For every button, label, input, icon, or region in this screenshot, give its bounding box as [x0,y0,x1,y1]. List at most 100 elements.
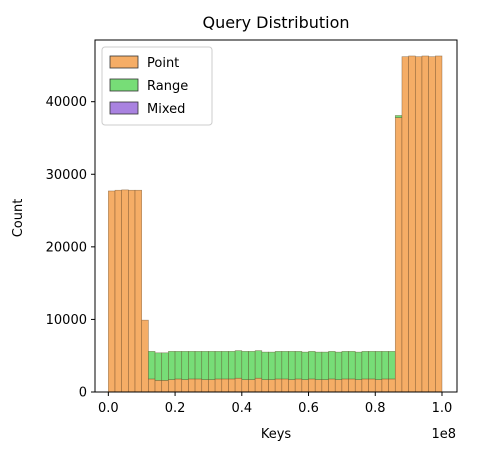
bar-range-24 [268,351,276,380]
bar-range-40 [374,351,383,380]
bar-point-46 [414,56,423,393]
bar-point-22 [254,377,263,393]
bar-point-23 [261,379,269,393]
bar-point-18 [228,378,236,393]
bar-point-37 [354,379,363,393]
x-offset-label: 1e8 [431,427,456,442]
bar-range-43 [394,115,403,118]
bar-range-12 [188,351,196,380]
bar-range-20 [241,351,249,380]
bar-range-19 [234,350,243,379]
bar-range-42 [388,351,396,380]
x-tick-label: 0.8 [365,401,386,416]
y-tick-label: 40000 [46,95,87,110]
bar-point-36 [348,378,356,393]
bar-point-49 [435,55,443,393]
bar-point-11 [181,379,189,393]
bar-point-19 [234,377,243,393]
bar-range-33 [328,351,336,380]
bar-range-38 [361,351,369,380]
bar-point-16 [214,378,223,393]
bar-point-43 [394,117,403,393]
bar-point-2 [121,189,129,393]
bar-range-18 [228,351,236,380]
x-tick-label: 0.4 [231,401,252,416]
bar-range-35 [341,351,349,380]
bar-range-37 [354,351,363,380]
bar-range-34 [334,351,343,380]
bar-point-13 [194,378,203,393]
bar-range-14 [201,351,209,380]
bar-range-13 [194,351,203,380]
plot-frame [94,39,458,393]
bar-range-27 [288,351,296,380]
bar-point-42 [388,378,396,393]
bar-point-27 [288,379,296,393]
legend-label-point: Point [147,56,179,71]
bar-range-29 [301,351,309,380]
bar-point-0 [108,190,116,393]
legend-swatch-point [109,55,139,69]
legend-label-mixed: Mixed [147,102,185,117]
bar-point-10 [174,378,183,393]
legend: Point Range Mixed [101,46,213,126]
bar-range-30 [308,351,316,380]
bar-range-28 [294,351,303,380]
bar-range-15 [208,351,216,380]
bar-range-17 [221,351,229,380]
bar-point-28 [294,378,303,393]
bar-point-4 [134,189,143,393]
bar-range-26 [281,351,289,380]
x-tick-label: 1.0 [432,401,453,416]
bar-point-39 [368,378,376,393]
bar-point-7 [154,380,163,393]
bar-point-29 [301,379,309,393]
bar-point-26 [281,378,289,393]
bar-point-40 [374,379,383,393]
bar-range-10 [174,351,183,380]
bar-range-9 [168,351,176,380]
bar-range-8 [161,352,169,381]
bar-point-25 [274,378,283,393]
bar-point-44 [401,56,409,393]
legend-swatch-mixed [109,101,139,115]
y-tick-label: 10000 [46,313,87,328]
bar-range-22 [254,350,263,379]
bar-point-3 [128,189,136,393]
bar-point-15 [208,379,216,393]
bar-range-21 [248,351,256,380]
bar-point-38 [361,378,369,393]
bar-point-8 [161,380,169,393]
bar-point-41 [381,378,389,393]
bar-range-11 [181,351,189,380]
bar-range-23 [261,351,269,380]
y-axis-label: Count [11,199,26,238]
legend-swatch-range [109,78,139,92]
bar-point-17 [221,378,229,393]
bar-point-5 [141,319,149,393]
bar-point-35 [341,378,349,393]
bar-point-14 [201,379,209,393]
bar-point-32 [321,379,329,393]
bar-point-1 [114,189,122,393]
bar-point-6 [148,378,156,393]
axes-layer: 0.0 0.2 0.4 0.6 0.8 1.0 0 10000 20000 30000 40000 [46,39,458,416]
bar-range-31 [314,351,323,380]
bar-point-31 [314,379,323,393]
bar-range-41 [381,351,389,380]
bar-range-36 [348,351,356,380]
bar-point-30 [308,378,316,393]
bar-range-16 [214,351,223,380]
bar-point-33 [328,378,336,393]
y-tick-label: 0 [79,386,87,401]
bar-range-39 [368,351,376,380]
x-tick-label: 0.6 [298,401,319,416]
bars-layer [108,55,443,393]
bar-point-12 [188,378,196,393]
bar-point-20 [241,379,249,393]
y-tick-label: 30000 [46,168,87,183]
bar-range-6 [148,351,156,380]
bar-point-48 [428,56,436,393]
